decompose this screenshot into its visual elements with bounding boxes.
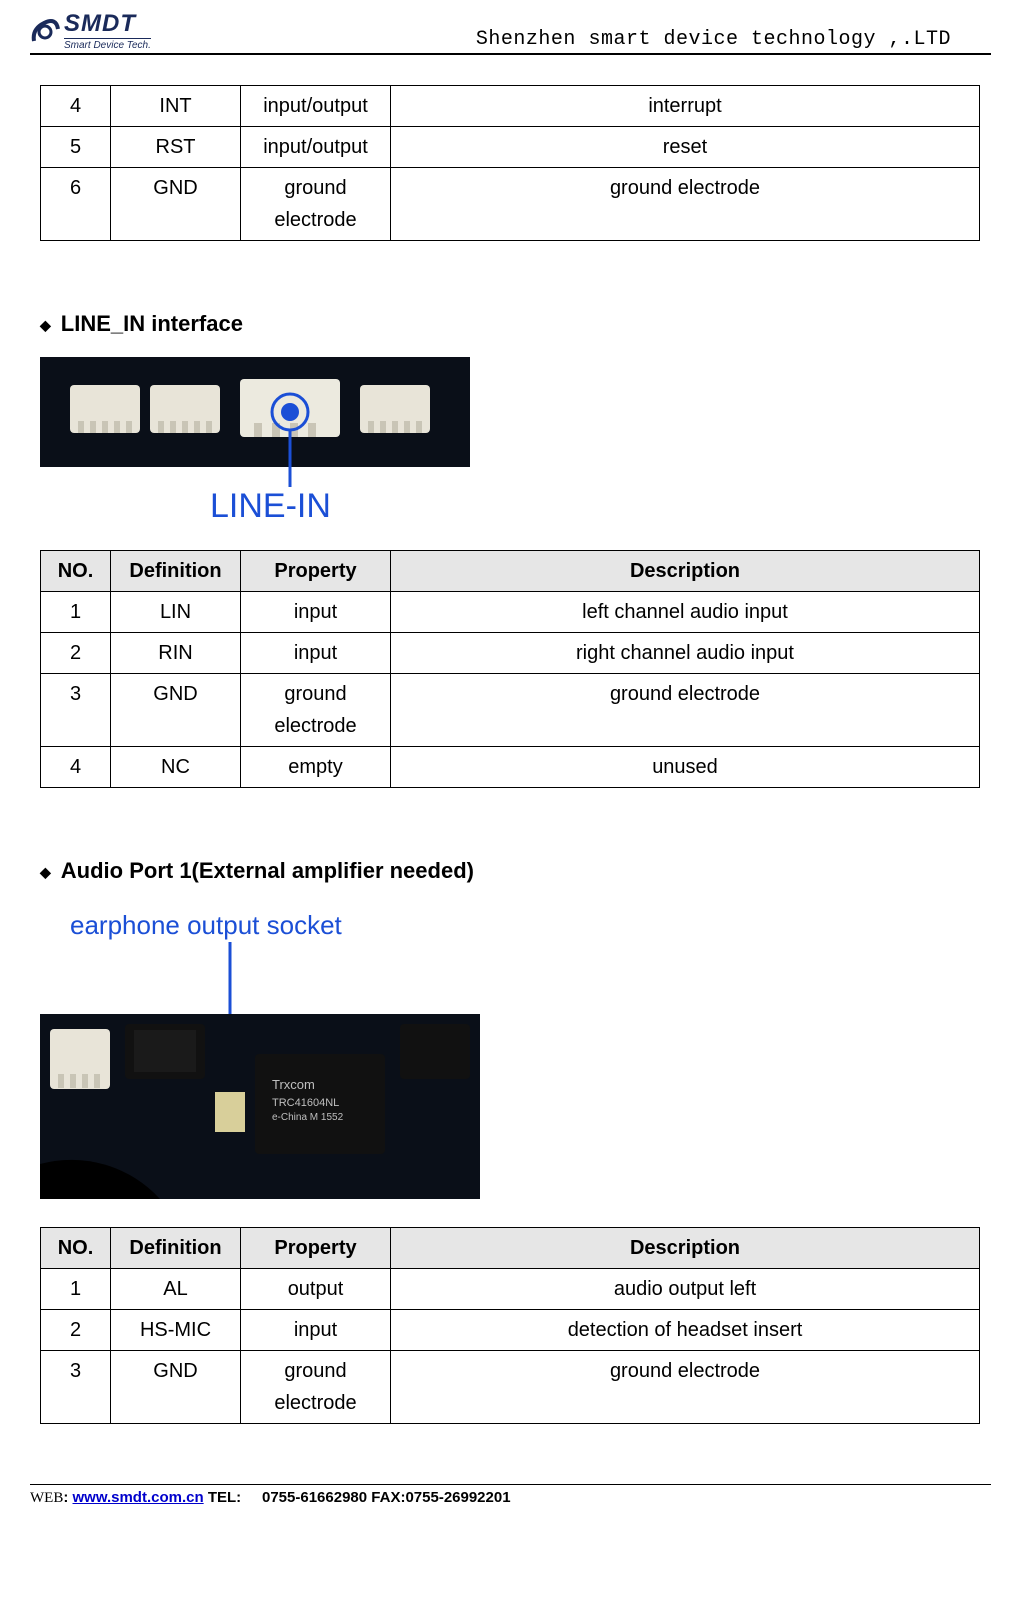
column-header: Property bbox=[241, 551, 391, 592]
line-in-image: LINE-IN bbox=[40, 357, 991, 532]
cell-no: 4 bbox=[41, 747, 111, 788]
cell-definition: NC bbox=[111, 747, 241, 788]
column-header: NO. bbox=[41, 1228, 111, 1269]
cell-property: empty bbox=[241, 747, 391, 788]
footer-web-label: WEB bbox=[30, 1490, 63, 1506]
cell-no: 6 bbox=[41, 168, 111, 241]
logo: SMDT Smart Device Tech. bbox=[30, 10, 151, 51]
table-row: 4INTinput/outputinterrupt bbox=[41, 86, 980, 127]
cell-description: unused bbox=[391, 747, 980, 788]
footer-fax: 0755-26992201 bbox=[405, 1489, 510, 1506]
cell-no: 4 bbox=[41, 86, 111, 127]
cell-definition: AL bbox=[111, 1269, 241, 1310]
cell-no: 2 bbox=[41, 633, 111, 674]
cell-definition: GND bbox=[111, 674, 241, 747]
table-row: 1ALoutputaudio output left bbox=[41, 1269, 980, 1310]
column-header: Definition bbox=[111, 551, 241, 592]
cell-description: ground electrode bbox=[391, 674, 980, 747]
cell-no: 3 bbox=[41, 674, 111, 747]
logo-text-main: SMDT bbox=[64, 10, 151, 38]
table-row: 2HS-MICinputdetection of headset insert bbox=[41, 1310, 980, 1351]
footer-fax-label: FAX: bbox=[371, 1489, 405, 1506]
section-title-audio-port: ◆Audio Port 1(External amplifier needed) bbox=[40, 858, 991, 884]
cell-definition: HS-MIC bbox=[111, 1310, 241, 1351]
svg-text:Trxcom: Trxcom bbox=[272, 1077, 315, 1092]
audio-port-table: NO.DefinitionPropertyDescription 1ALoutp… bbox=[40, 1227, 980, 1424]
column-header: Description bbox=[391, 1228, 980, 1269]
cell-definition: RST bbox=[111, 127, 241, 168]
cell-description: reset bbox=[391, 127, 980, 168]
cell-property: input bbox=[241, 1310, 391, 1351]
cell-definition: GND bbox=[111, 1351, 241, 1424]
cell-description: ground electrode bbox=[391, 168, 980, 241]
table-row: 6GNDground electrodeground electrode bbox=[41, 168, 980, 241]
svg-text:TRC41604NL: TRC41604NL bbox=[272, 1097, 339, 1109]
cell-definition: INT bbox=[111, 86, 241, 127]
cell-description: right channel audio input bbox=[391, 633, 980, 674]
cell-description: audio output left bbox=[391, 1269, 980, 1310]
line-in-table: NO.DefinitionPropertyDescription 1LINinp… bbox=[40, 550, 980, 788]
cell-description: ground electrode bbox=[391, 1351, 980, 1424]
cell-no: 3 bbox=[41, 1351, 111, 1424]
pin-table-continued: 4INTinput/outputinterrupt5RSTinput/outpu… bbox=[40, 85, 980, 241]
section-title-line-in: ◆LINE_IN interface bbox=[40, 311, 991, 337]
logo-icon bbox=[30, 15, 60, 47]
footer-url[interactable]: www.smdt.com.cn bbox=[73, 1489, 204, 1506]
bullet-icon: ◆ bbox=[40, 864, 51, 880]
table-row: 5RSTinput/outputreset bbox=[41, 127, 980, 168]
cell-property: ground electrode bbox=[241, 674, 391, 747]
audio-port-image: earphone output socket Trxcom TRC41604NL… bbox=[40, 904, 991, 1209]
cell-property: ground electrode bbox=[241, 1351, 391, 1424]
cell-description: left channel audio input bbox=[391, 592, 980, 633]
cell-definition: RIN bbox=[111, 633, 241, 674]
svg-text:e-China M 1552: e-China M 1552 bbox=[272, 1112, 344, 1123]
table-row: 4NCemptyunused bbox=[41, 747, 980, 788]
cell-no: 2 bbox=[41, 1310, 111, 1351]
cell-no: 1 bbox=[41, 592, 111, 633]
column-header: Property bbox=[241, 1228, 391, 1269]
column-header: NO. bbox=[41, 551, 111, 592]
cell-property: input bbox=[241, 592, 391, 633]
bullet-icon: ◆ bbox=[40, 317, 51, 333]
cell-definition: GND bbox=[111, 168, 241, 241]
logo-text-sub: Smart Device Tech. bbox=[64, 38, 151, 51]
table-row: 2RINinputright channel audio input bbox=[41, 633, 980, 674]
cell-property: ground electrode bbox=[241, 168, 391, 241]
cell-property: output bbox=[241, 1269, 391, 1310]
cell-description: interrupt bbox=[391, 86, 980, 127]
cell-property: input/output bbox=[241, 86, 391, 127]
earphone-label: earphone output socket bbox=[70, 910, 343, 940]
page-footer: WEB: www.smdt.com.cn TEL: 0755-61662980 … bbox=[30, 1484, 991, 1507]
cell-property: input bbox=[241, 633, 391, 674]
footer-tel: 0755-61662980 bbox=[262, 1489, 367, 1506]
cell-no: 5 bbox=[41, 127, 111, 168]
cell-definition: LIN bbox=[111, 592, 241, 633]
table-row: 3GNDground electrodeground electrode bbox=[41, 1351, 980, 1424]
cell-description: detection of headset insert bbox=[391, 1310, 980, 1351]
table-row: 1LINinputleft channel audio input bbox=[41, 592, 980, 633]
cell-no: 1 bbox=[41, 1269, 111, 1310]
column-header: Description bbox=[391, 551, 980, 592]
page-header: SMDT Smart Device Tech. Shenzhen smart d… bbox=[30, 10, 991, 55]
cell-property: input/output bbox=[241, 127, 391, 168]
table-row: 3GNDground electrodeground electrode bbox=[41, 674, 980, 747]
line-in-label: LINE-IN bbox=[210, 487, 331, 525]
footer-tel-label: TEL: bbox=[208, 1489, 241, 1506]
column-header: Definition bbox=[111, 1228, 241, 1269]
company-name: Shenzhen smart device technology ,.LTD bbox=[476, 28, 991, 51]
